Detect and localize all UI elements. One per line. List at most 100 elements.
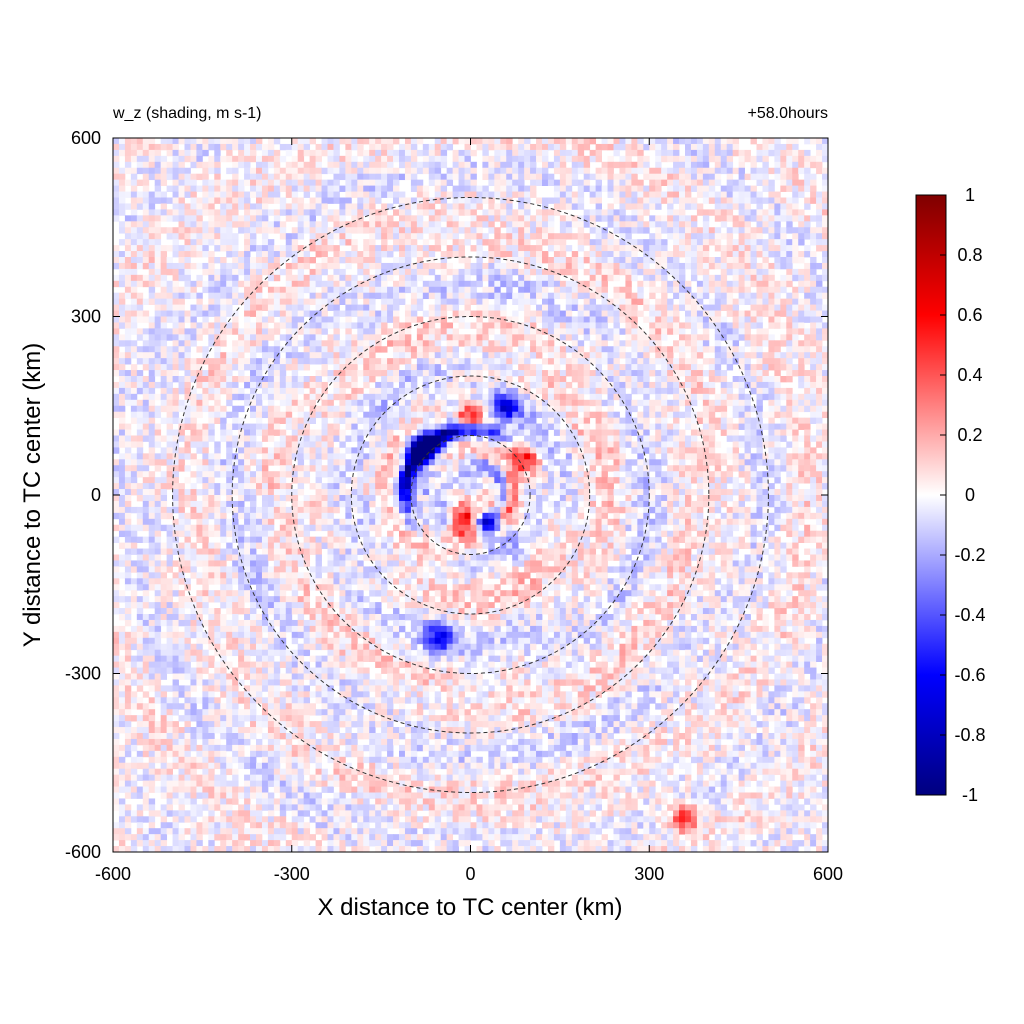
heatmap-cell <box>321 233 328 240</box>
heatmap-cell <box>261 185 269 192</box>
heatmap-cell <box>387 822 394 829</box>
heatmap-cell <box>202 685 209 692</box>
heatmap-cell <box>124 697 132 704</box>
heatmap-cell <box>303 149 311 157</box>
heatmap-cell <box>345 149 352 157</box>
heatmap-cell <box>267 810 275 817</box>
heatmap-cell <box>291 512 299 520</box>
heatmap-cell <box>333 554 340 561</box>
heatmap-cell <box>357 750 364 758</box>
heatmap-cell <box>291 673 299 680</box>
heatmap-cell <box>357 138 364 145</box>
heatmap-cell <box>124 506 132 514</box>
heatmap-cell <box>297 608 305 615</box>
heatmap-cell <box>154 786 162 793</box>
heatmap-cell <box>345 346 352 353</box>
heatmap-cell <box>357 441 364 448</box>
heatmap-cell <box>279 221 287 228</box>
heatmap-cell <box>387 143 394 151</box>
heatmap-cell <box>130 268 138 276</box>
heatmap-cell <box>375 810 382 817</box>
heatmap-cell <box>124 233 132 240</box>
heatmap-cell <box>291 191 299 198</box>
heatmap-cell <box>113 804 120 811</box>
heatmap-cell <box>124 643 132 651</box>
heatmap-cell <box>118 786 126 793</box>
heatmap-cell <box>345 185 352 192</box>
heatmap-cell <box>375 697 382 704</box>
heatmap-cell <box>333 274 340 282</box>
heatmap-cell <box>351 703 358 710</box>
heatmap-cell <box>357 667 364 674</box>
heatmap-cell <box>345 733 352 740</box>
heatmap-cell <box>279 637 287 645</box>
heatmap-cell <box>393 167 400 175</box>
heatmap-cell <box>363 185 370 192</box>
heatmap-cell <box>136 649 144 657</box>
heatmap-cell <box>279 709 287 716</box>
heatmap-cell <box>154 167 162 175</box>
heatmap-cell <box>327 709 334 716</box>
heatmap-cell <box>339 786 346 793</box>
heatmap-cell <box>148 578 156 585</box>
heatmap-cell <box>256 834 263 841</box>
heatmap-cell <box>351 596 358 603</box>
heatmap-cell <box>250 441 257 448</box>
heatmap-cell <box>315 221 322 228</box>
heatmap-cell <box>190 840 197 847</box>
heatmap-cell <box>303 530 311 538</box>
heatmap-cell <box>393 239 400 246</box>
heatmap-cell <box>321 590 328 597</box>
heatmap-cell <box>393 245 400 252</box>
heatmap-cell <box>256 346 263 353</box>
heatmap-cell <box>339 203 346 210</box>
heatmap-cell <box>172 673 179 680</box>
heatmap-cell <box>315 340 322 347</box>
heatmap-cell <box>351 477 358 484</box>
heatmap-cell <box>291 441 299 448</box>
heatmap-cell <box>160 524 168 532</box>
heatmap-cell <box>297 506 305 514</box>
heatmap-cell <box>333 506 340 514</box>
heatmap-cell <box>166 429 173 436</box>
heatmap-cell <box>291 584 299 591</box>
heatmap-cell <box>148 566 156 573</box>
heatmap-cell <box>226 584 233 591</box>
heatmap-cell <box>273 685 281 692</box>
heatmap-cell <box>381 280 388 288</box>
heatmap-cell <box>226 370 233 377</box>
heatmap-cell <box>226 804 233 811</box>
heatmap-cell <box>387 173 394 181</box>
heatmap-cell <box>357 167 364 175</box>
heatmap-cell <box>351 637 358 645</box>
heatmap-cell <box>261 316 269 323</box>
heatmap-cell <box>184 810 191 817</box>
heatmap-cell <box>172 578 179 585</box>
heatmap-cell <box>232 441 239 448</box>
heatmap-cell <box>375 655 382 662</box>
heatmap-cell <box>321 506 328 514</box>
heatmap-cell <box>297 703 305 710</box>
heatmap-cell <box>214 834 221 841</box>
heatmap-cell <box>136 637 144 645</box>
heatmap-cell <box>118 631 126 639</box>
heatmap-cell <box>393 304 400 311</box>
heatmap-cell <box>363 756 370 764</box>
heatmap-cell <box>172 840 179 847</box>
heatmap-cell <box>196 376 203 383</box>
heatmap-cell <box>196 221 203 228</box>
heatmap-cell <box>113 768 120 776</box>
heatmap-cell <box>148 602 156 609</box>
heatmap-cell <box>369 548 376 555</box>
heatmap-cell <box>261 637 269 645</box>
heatmap-cell <box>351 298 358 305</box>
heatmap-cell <box>166 233 173 240</box>
heatmap-cell <box>321 292 328 300</box>
heatmap-cell <box>172 405 179 413</box>
heatmap-cell <box>172 447 179 454</box>
heatmap-cell <box>172 358 179 365</box>
heatmap-cell <box>267 762 275 770</box>
heatmap-cell <box>369 364 376 371</box>
heatmap-cell <box>333 316 340 323</box>
heatmap-cell <box>387 328 394 335</box>
